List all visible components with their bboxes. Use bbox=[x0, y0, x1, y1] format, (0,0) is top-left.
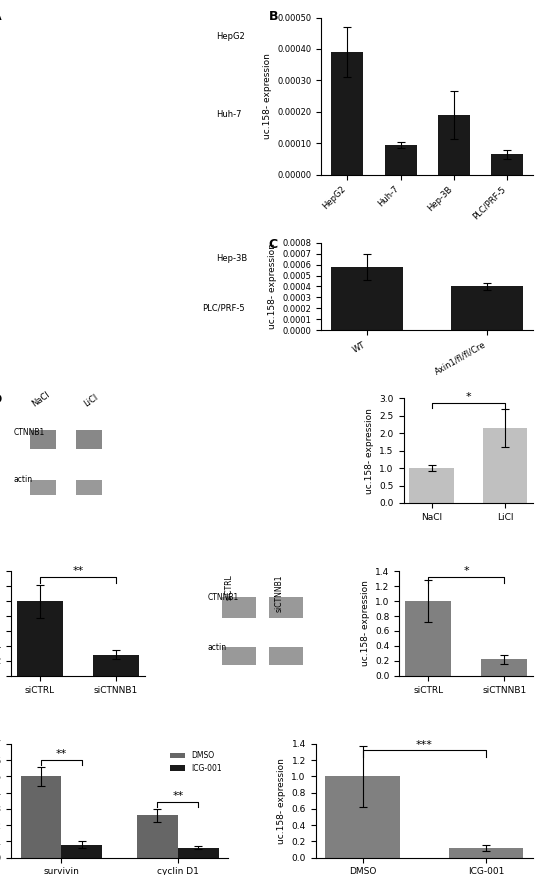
Text: **: ** bbox=[56, 749, 67, 759]
Bar bbox=[17, 601, 63, 676]
Y-axis label: uc.158- expression: uc.158- expression bbox=[365, 408, 374, 493]
Text: siCTNNB1: siCTNNB1 bbox=[274, 574, 283, 612]
Text: B: B bbox=[269, 10, 278, 23]
Text: *: * bbox=[466, 392, 471, 402]
Bar bbox=[483, 428, 527, 503]
Text: CTNNB1: CTNNB1 bbox=[14, 428, 45, 437]
Bar bbox=[325, 776, 400, 858]
Text: Hoechst: Hoechst bbox=[212, 402, 246, 410]
Text: actin: actin bbox=[208, 642, 227, 652]
Legend: DMSO, ICG-001: DMSO, ICG-001 bbox=[166, 748, 225, 776]
Bar bbox=[137, 816, 178, 858]
Text: LiCl: LiCl bbox=[82, 393, 100, 409]
Text: siCTRL: siCTRL bbox=[225, 574, 234, 600]
Bar bbox=[410, 468, 454, 503]
Bar bbox=[331, 52, 363, 175]
Text: *: * bbox=[463, 566, 469, 577]
Bar bbox=[331, 267, 403, 330]
Bar bbox=[76, 430, 102, 449]
Text: CTNNB1: CTNNB1 bbox=[100, 22, 134, 31]
Bar bbox=[30, 480, 56, 494]
Bar bbox=[269, 647, 303, 665]
Y-axis label: uc.158- expression: uc.158- expression bbox=[263, 53, 272, 139]
Text: **: ** bbox=[172, 791, 183, 801]
Text: HepG2: HepG2 bbox=[216, 31, 244, 41]
Text: Hep-3B: Hep-3B bbox=[216, 254, 247, 263]
Bar bbox=[481, 660, 527, 676]
Text: CTNNB1: CTNNB1 bbox=[279, 402, 314, 410]
Bar bbox=[93, 654, 139, 676]
Text: Hoechst: Hoechst bbox=[22, 22, 57, 31]
Y-axis label: uc.158- expression: uc.158- expression bbox=[268, 243, 277, 329]
Text: C: C bbox=[269, 238, 277, 251]
Bar bbox=[76, 480, 102, 494]
Text: actin: actin bbox=[14, 475, 33, 484]
Bar bbox=[385, 144, 417, 175]
Bar bbox=[222, 598, 256, 619]
Bar bbox=[222, 647, 256, 665]
Bar bbox=[21, 776, 61, 858]
Text: PLC/PRF-5: PLC/PRF-5 bbox=[202, 304, 244, 312]
Text: D: D bbox=[0, 393, 2, 406]
Text: Huh-7: Huh-7 bbox=[216, 110, 241, 120]
Text: ***: *** bbox=[416, 739, 433, 750]
Bar bbox=[61, 844, 102, 858]
Bar bbox=[449, 848, 523, 858]
Text: **: ** bbox=[72, 566, 83, 577]
Bar bbox=[438, 115, 470, 175]
Bar bbox=[269, 598, 303, 619]
Bar bbox=[452, 286, 523, 330]
Text: CTNNB1: CTNNB1 bbox=[208, 593, 239, 602]
Bar bbox=[491, 154, 523, 175]
Text: merged: merged bbox=[169, 22, 202, 31]
Bar bbox=[405, 601, 451, 676]
Y-axis label: uc.158- expression: uc.158- expression bbox=[361, 580, 369, 667]
Bar bbox=[178, 848, 219, 858]
Bar bbox=[30, 430, 56, 449]
Text: NaCl: NaCl bbox=[30, 390, 52, 409]
Y-axis label: uc.158- expression: uc.158- expression bbox=[277, 758, 286, 844]
Text: A: A bbox=[0, 10, 2, 23]
Text: LiCl: LiCl bbox=[203, 470, 219, 479]
Text: NaCl: NaCl bbox=[203, 421, 224, 430]
